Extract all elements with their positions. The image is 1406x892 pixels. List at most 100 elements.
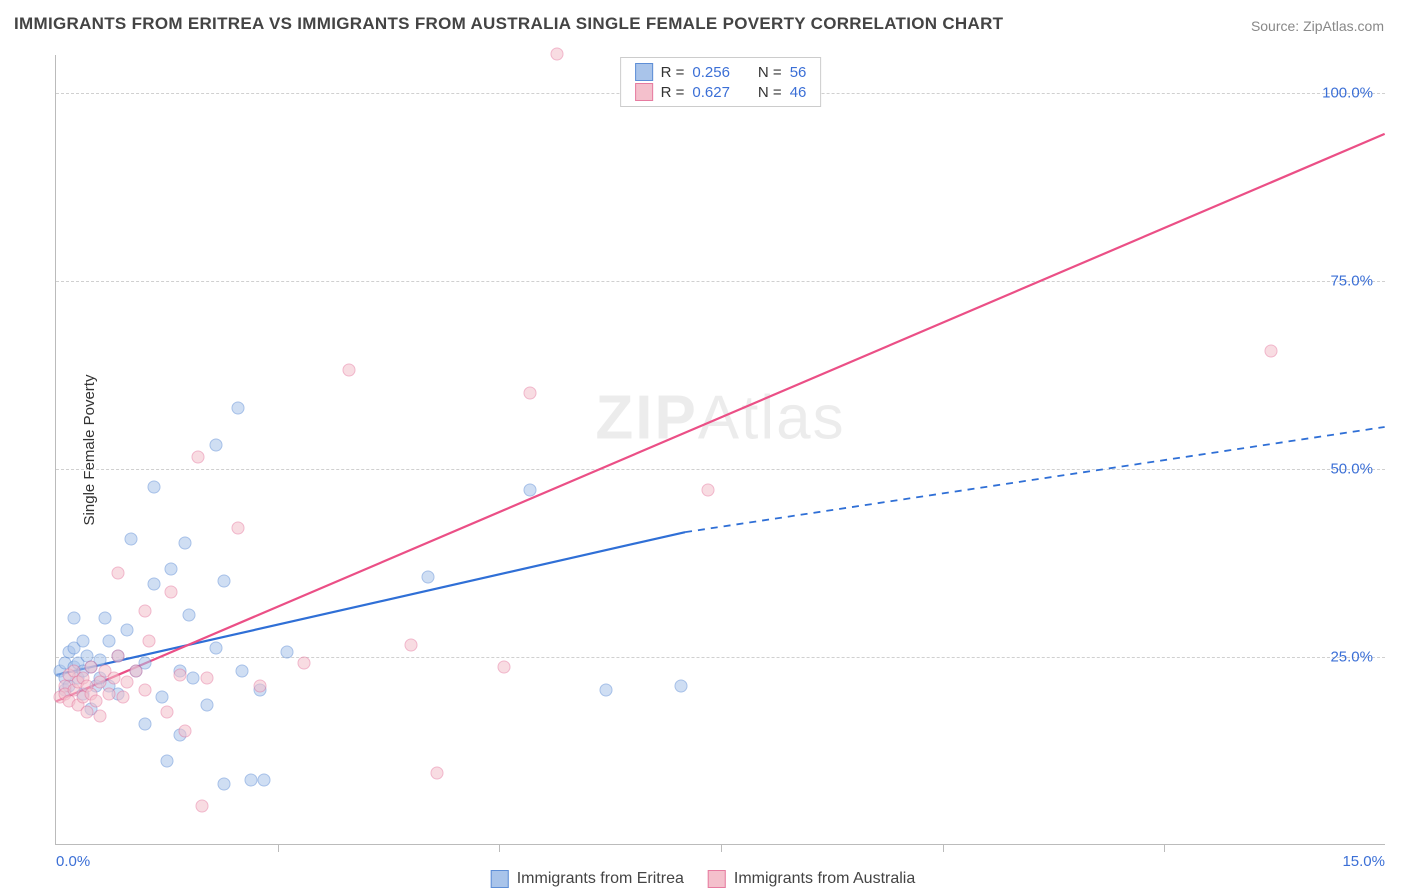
data-point bbox=[187, 672, 200, 685]
data-point bbox=[231, 401, 244, 414]
data-point bbox=[103, 687, 116, 700]
legend-swatch bbox=[635, 83, 653, 101]
gridline bbox=[56, 657, 1385, 658]
data-point bbox=[107, 672, 120, 685]
x-tick bbox=[943, 844, 944, 852]
data-point bbox=[76, 634, 89, 647]
legend-label: Immigrants from Eritrea bbox=[517, 870, 684, 888]
data-point bbox=[236, 664, 249, 677]
data-point bbox=[200, 698, 213, 711]
data-point bbox=[178, 537, 191, 550]
stats-legend-row: R = 0.256 N = 56 bbox=[635, 62, 807, 82]
data-point bbox=[422, 570, 435, 583]
data-point bbox=[191, 450, 204, 463]
data-point bbox=[103, 634, 116, 647]
data-point bbox=[1264, 345, 1277, 358]
source-attribution: Source: ZipAtlas.com bbox=[1251, 18, 1384, 34]
r-value: 0.256 bbox=[692, 64, 730, 81]
stats-legend: R = 0.256 N = 56 R = 0.627 N = 46 bbox=[620, 57, 822, 107]
watermark-light: Atlas bbox=[698, 383, 846, 452]
data-point bbox=[147, 480, 160, 493]
data-point bbox=[165, 585, 178, 598]
data-point bbox=[524, 484, 537, 497]
x-tick bbox=[499, 844, 500, 852]
stats-legend-row: R = 0.627 N = 46 bbox=[635, 82, 807, 102]
data-point bbox=[165, 563, 178, 576]
x-tick-max: 15.0% bbox=[1342, 853, 1385, 870]
data-point bbox=[497, 661, 510, 674]
data-point bbox=[125, 533, 138, 546]
data-point bbox=[94, 710, 107, 723]
data-point bbox=[156, 691, 169, 704]
data-point bbox=[258, 774, 271, 787]
chart-title: IMMIGRANTS FROM ERITREA VS IMMIGRANTS FR… bbox=[14, 14, 1003, 34]
data-point bbox=[81, 706, 94, 719]
n-label: N = bbox=[758, 64, 782, 81]
gridline bbox=[56, 469, 1385, 470]
data-point bbox=[178, 725, 191, 738]
data-point bbox=[120, 623, 133, 636]
data-point bbox=[160, 706, 173, 719]
legend-item: Immigrants from Eritrea bbox=[491, 870, 684, 888]
data-point bbox=[524, 386, 537, 399]
legend-label: Immigrants from Australia bbox=[734, 870, 915, 888]
data-point bbox=[112, 567, 125, 580]
data-point bbox=[85, 661, 98, 674]
data-point bbox=[120, 676, 133, 689]
data-point bbox=[183, 608, 196, 621]
data-point bbox=[342, 364, 355, 377]
y-tick-label: 100.0% bbox=[1322, 84, 1373, 101]
data-point bbox=[98, 612, 111, 625]
data-point bbox=[218, 777, 231, 790]
x-tick-min: 0.0% bbox=[56, 853, 90, 870]
data-point bbox=[231, 522, 244, 535]
legend-swatch bbox=[635, 63, 653, 81]
data-point bbox=[147, 578, 160, 591]
data-point bbox=[94, 676, 107, 689]
data-point bbox=[143, 634, 156, 647]
data-point bbox=[431, 766, 444, 779]
x-tick bbox=[721, 844, 722, 852]
data-point bbox=[280, 646, 293, 659]
plot-area: Single Female Poverty ZIPAtlas 0.0% 15.0… bbox=[55, 55, 1385, 845]
data-point bbox=[138, 717, 151, 730]
data-point bbox=[196, 800, 209, 813]
data-point bbox=[112, 649, 125, 662]
data-point bbox=[209, 642, 222, 655]
r-value: 0.627 bbox=[692, 84, 730, 101]
n-value: 56 bbox=[790, 64, 807, 81]
n-value: 46 bbox=[790, 84, 807, 101]
data-point bbox=[245, 774, 258, 787]
data-point bbox=[129, 664, 142, 677]
y-axis-label: Single Female Poverty bbox=[81, 374, 98, 525]
trend-lines bbox=[56, 55, 1385, 844]
r-label: R = bbox=[661, 84, 685, 101]
data-point bbox=[138, 604, 151, 617]
data-point bbox=[550, 48, 563, 61]
data-point bbox=[599, 683, 612, 696]
x-tick bbox=[1164, 844, 1165, 852]
n-label: N = bbox=[758, 84, 782, 101]
y-tick-label: 50.0% bbox=[1330, 460, 1373, 477]
data-point bbox=[404, 638, 417, 651]
data-point bbox=[116, 691, 129, 704]
data-point bbox=[298, 657, 311, 670]
watermark: ZIPAtlas bbox=[595, 382, 845, 453]
gridline bbox=[56, 281, 1385, 282]
y-tick-label: 75.0% bbox=[1330, 272, 1373, 289]
watermark-bold: ZIP bbox=[595, 383, 697, 452]
data-point bbox=[138, 683, 151, 696]
data-point bbox=[253, 680, 266, 693]
data-point bbox=[675, 680, 688, 693]
series-legend: Immigrants from Eritrea Immigrants from A… bbox=[491, 870, 916, 888]
legend-swatch bbox=[708, 870, 726, 888]
data-point bbox=[218, 574, 231, 587]
y-tick-label: 25.0% bbox=[1330, 648, 1373, 665]
x-tick bbox=[278, 844, 279, 852]
r-label: R = bbox=[661, 64, 685, 81]
legend-item: Immigrants from Australia bbox=[708, 870, 915, 888]
data-point bbox=[67, 612, 80, 625]
data-point bbox=[209, 439, 222, 452]
data-point bbox=[200, 672, 213, 685]
legend-swatch bbox=[491, 870, 509, 888]
